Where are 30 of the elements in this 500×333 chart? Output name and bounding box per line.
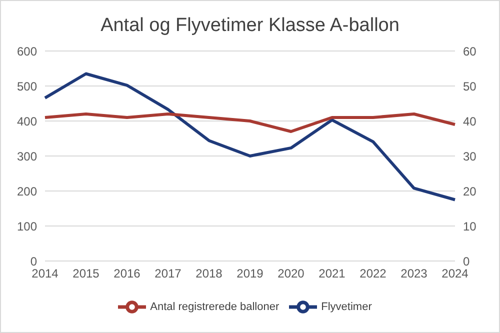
x-tick-label: 2017 (154, 266, 182, 281)
x-tick-label: 2022 (360, 266, 387, 281)
x-tick-label: 2020 (278, 266, 305, 281)
y2-tick-label: 10 (463, 219, 477, 234)
y2-tick-label: 0 (463, 254, 470, 268)
x-tick-label: 2024 (442, 266, 469, 281)
y-tick-label: 500 (16, 79, 38, 94)
x-tick-label: 2019 (236, 266, 264, 281)
y2-tick-label: 50 (463, 79, 477, 94)
x-tick-label: 2018 (196, 266, 223, 281)
line-series (44, 72, 456, 202)
chart-title: Antal og Flyvetimer Klasse A-ballon (100, 15, 400, 38)
legend-label: Antal registrerede balloner (150, 300, 280, 313)
x-tick-label: 2021 (318, 266, 346, 281)
y-tick-label: 400 (16, 114, 38, 128)
y2-tick-label: 60 (463, 44, 477, 58)
y2-tick-label: 30 (463, 149, 477, 164)
y-tick-label: 300 (16, 149, 38, 164)
x-tick-label: 2023 (400, 266, 428, 281)
line-series (44, 112, 456, 133)
y-tick-label: 200 (16, 184, 38, 198)
x-tick-label: 2014 (32, 266, 59, 281)
x-tick-label: 2015 (72, 266, 100, 281)
y2-tick-label: 20 (463, 184, 477, 198)
legend-label: Flyvetimer (321, 300, 372, 313)
y2-tick-label: 40 (463, 114, 477, 128)
y-tick-label: 600 (16, 44, 38, 58)
y-tick-label: 100 (16, 219, 38, 234)
x-tick-label: 2016 (114, 266, 141, 281)
y-tick-label: 0 (30, 254, 38, 268)
